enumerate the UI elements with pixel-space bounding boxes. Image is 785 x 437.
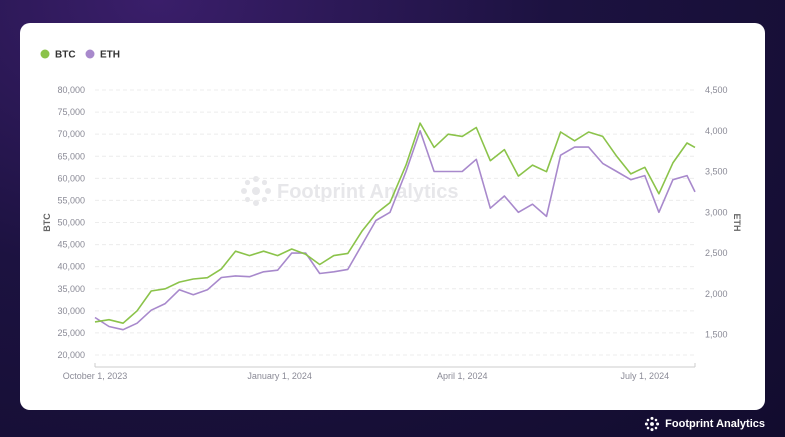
footprint-logo-icon: [645, 416, 660, 432]
y2-tick-label: 3,500: [705, 167, 728, 177]
y-tick-label: 70,000: [57, 129, 85, 139]
x-tick-label: July 1, 2024: [621, 371, 670, 381]
y-tick-label: 40,000: [57, 262, 85, 272]
x-tick-label: October 1, 2023: [63, 371, 128, 381]
y2-tick-label: 1,500: [705, 330, 728, 340]
legend-eth-swatch: [85, 49, 95, 59]
watermark: Footprint Analytics: [241, 176, 458, 206]
x-tick-label: January 1, 2024: [247, 371, 312, 381]
chart-grid: [95, 89, 695, 356]
y-axis-right: 1,500 2,000 2,500 3,000 3,500 4,000 4,500: [705, 85, 728, 340]
y2-tick-label: 3,000: [705, 207, 728, 217]
chart: BTC ETH Footprint Analytics 20,000 25,000…: [40, 49, 742, 381]
brand-text: Footprint Analytics: [665, 418, 765, 430]
chart-card: BTC ETH Footprint Analytics 20,000 25,000…: [20, 23, 765, 410]
y-tick-label: 35,000: [57, 284, 85, 294]
y2-tick-label: 4,500: [705, 85, 728, 95]
y-tick-label: 25,000: [57, 328, 85, 338]
y-tick-label: 75,000: [57, 107, 85, 117]
chart-legend[interactable]: BTC ETH: [40, 49, 121, 61]
legend-eth-label[interactable]: ETH: [100, 50, 120, 61]
y-axis-left: 20,000 25,000 30,000 35,000 40,000 45,000 50,0…: [57, 85, 85, 360]
brand-footer: Footprint Analytics: [644, 415, 765, 433]
x-axis: October 1, 2023 January 1, 2024 April 1, 2…: [63, 363, 696, 381]
legend-btc-label[interactable]: BTC: [55, 50, 76, 61]
series-line-eth[interactable]: [94, 130, 696, 331]
y-tick-label: 45,000: [57, 240, 85, 250]
y2-axis-title: ETH: [732, 214, 742, 232]
y-tick-label: 65,000: [57, 151, 85, 161]
y2-tick-label: 2,500: [705, 248, 728, 258]
y-tick-label: 60,000: [57, 173, 85, 183]
y-axis-title: BTC: [42, 213, 52, 232]
y2-tick-label: 4,000: [705, 126, 728, 136]
watermark-text: Footprint Analytics: [277, 181, 458, 203]
y-tick-label: 55,000: [57, 195, 85, 205]
series-line-btc[interactable]: [94, 122, 696, 324]
y-tick-label: 50,000: [57, 218, 85, 228]
x-tick-label: April 1, 2024: [437, 371, 488, 381]
y-tick-label: 30,000: [57, 306, 85, 316]
y-tick-label: 80,000: [57, 85, 85, 95]
y2-tick-label: 2,000: [705, 289, 728, 299]
legend-btc-swatch: [40, 49, 50, 59]
chart-lines: [94, 122, 696, 331]
y-tick-label: 20,000: [57, 350, 85, 360]
footprint-logo-icon: [241, 176, 271, 206]
